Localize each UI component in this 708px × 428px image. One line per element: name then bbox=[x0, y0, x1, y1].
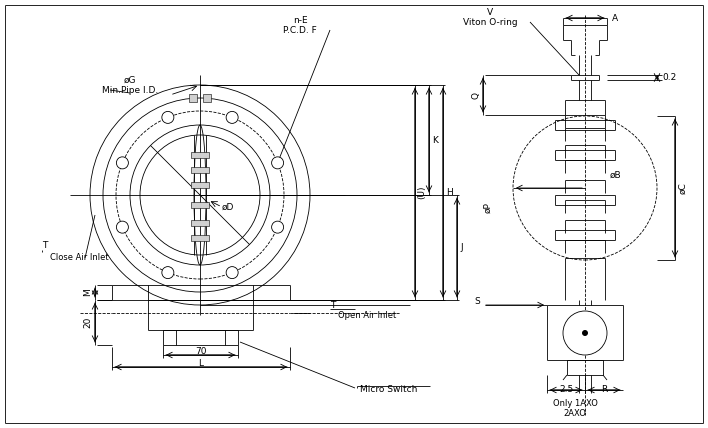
Circle shape bbox=[162, 267, 174, 279]
Text: 20: 20 bbox=[83, 317, 92, 328]
Text: P.C.D. F: P.C.D. F bbox=[283, 26, 317, 35]
Text: Open Air Inlet: Open Air Inlet bbox=[338, 312, 396, 321]
Text: J: J bbox=[460, 243, 462, 252]
Text: 0.2: 0.2 bbox=[662, 72, 676, 81]
Bar bbox=[191, 202, 209, 208]
Text: S: S bbox=[474, 297, 480, 306]
Text: Close Air Inlet: Close Air Inlet bbox=[50, 253, 108, 262]
Text: Q: Q bbox=[471, 92, 480, 98]
Text: Micro Switch: Micro Switch bbox=[360, 386, 418, 395]
Text: Only 1AXO: Only 1AXO bbox=[552, 399, 598, 408]
Text: 70: 70 bbox=[195, 347, 206, 356]
Text: 2.5: 2.5 bbox=[559, 385, 573, 394]
Bar bbox=[189, 94, 197, 102]
Circle shape bbox=[272, 157, 284, 169]
Circle shape bbox=[563, 311, 607, 355]
Text: øD: øD bbox=[222, 202, 234, 211]
Text: 2AXO: 2AXO bbox=[564, 410, 586, 419]
Text: K: K bbox=[432, 136, 438, 145]
Bar bbox=[191, 220, 209, 226]
Text: R: R bbox=[601, 385, 607, 394]
Bar bbox=[191, 182, 209, 188]
Bar bbox=[191, 152, 209, 158]
Circle shape bbox=[162, 111, 174, 123]
Text: V: V bbox=[487, 8, 493, 17]
Text: M: M bbox=[83, 288, 92, 296]
Bar bbox=[191, 235, 209, 241]
Text: øB: øB bbox=[610, 170, 622, 179]
Text: øP: øP bbox=[483, 202, 492, 214]
Text: øG: øG bbox=[124, 75, 136, 84]
Text: Viton O-ring: Viton O-ring bbox=[463, 18, 518, 27]
Text: H: H bbox=[446, 188, 452, 197]
Text: Min.Pipe I.D.: Min.Pipe I.D. bbox=[102, 86, 158, 95]
Circle shape bbox=[272, 221, 284, 233]
Text: T: T bbox=[330, 300, 336, 309]
Bar bbox=[203, 94, 211, 102]
Text: (U): (U) bbox=[417, 186, 426, 199]
Circle shape bbox=[116, 221, 128, 233]
Bar bbox=[191, 167, 209, 173]
Circle shape bbox=[582, 330, 588, 336]
Text: n-E: n-E bbox=[292, 15, 307, 24]
Text: A: A bbox=[612, 14, 618, 23]
Circle shape bbox=[226, 111, 238, 123]
Circle shape bbox=[226, 267, 238, 279]
Text: L: L bbox=[198, 359, 203, 368]
Text: øC: øC bbox=[678, 182, 687, 194]
Text: T: T bbox=[42, 241, 47, 250]
Circle shape bbox=[116, 157, 128, 169]
